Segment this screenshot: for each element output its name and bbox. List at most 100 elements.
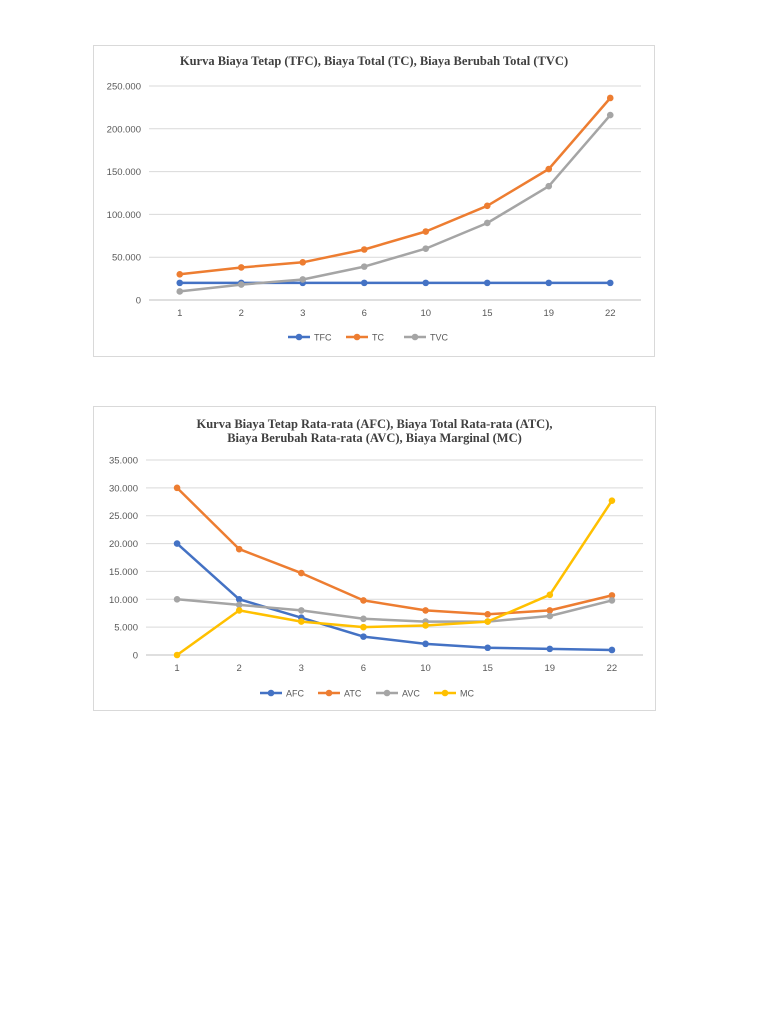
y-tick-label: 25.000 [109,511,138,522]
chart-plot-area: 0 5.000 10.000 15.000 20.000 25.000 30.000 35.0… [109,456,643,699]
legend-label: AVC [402,689,420,699]
data-point-tc [360,246,368,253]
data-point-tvc [360,263,368,270]
y-tick-label: 0 [133,651,138,662]
data-point-tfc [176,279,184,287]
chart-title-line: Kurva Biaya Tetap (TFC), Biaya Total (TC… [179,54,569,68]
data-point-tc [606,94,614,102]
x-tick-label: 6 [361,663,366,674]
legend-item-afc: AFC [260,689,305,699]
x-tick-label: 15 [482,663,493,674]
data-point-avc [235,601,243,609]
data-point-tc [237,264,245,271]
data-point-tvc [606,111,614,119]
y-tick-label: 35.000 [109,456,138,467]
y-tick-label: 100.000 [107,210,141,221]
data-point-afc [173,540,181,547]
data-point-atc [173,484,181,492]
legend-item-atc: ATC [318,689,362,699]
legend-marker [411,333,419,341]
data-point-atc [546,607,554,614]
data-point-atc [484,611,491,618]
legend-label: TC [372,333,384,343]
y-tick-label: 20.000 [109,539,138,550]
data-point-atc [298,569,305,577]
data-point-mc [360,623,367,631]
data-point-tc [299,259,307,266]
legend-label: MC [460,689,474,699]
data-point-avc [298,607,305,614]
y-tick-label: 50.000 [112,253,141,264]
series-line-afc [175,542,614,652]
chart-title-line-1: Kurva Biaya Tetap Rata-rata (AFC), Biaya… [196,417,553,431]
data-point-atc [422,607,429,614]
legend-marker [383,689,391,697]
data-point-mc [422,622,429,629]
data-point-tfc [483,279,491,287]
series-line-atc [175,486,614,616]
data-point-atc [235,545,243,553]
data-point-afc [360,633,367,640]
chart-title: Kurva Biaya Tetap Rata-rata (AFC), Biaya… [94,417,655,445]
data-point-tc [483,202,491,210]
data-point-afc [422,640,429,648]
series-line-tvc [178,113,612,293]
data-point-mc [298,618,305,625]
legend-item-tc: TC [346,333,384,343]
legend-item-tvc: TVC [404,333,449,343]
data-point-afc [235,595,243,603]
data-point-tfc [545,279,553,287]
data-point-mc [546,591,554,599]
x-tick-label: 2 [237,663,242,674]
data-point-tvc [483,219,491,227]
legend-marker [353,333,361,341]
y-tick-label: 200.000 [107,124,141,135]
x-tick-label: 15 [482,308,493,319]
legend-marker [267,689,275,697]
legend-marker [441,689,449,697]
data-point-mc [173,651,181,659]
data-point-tvc [299,276,307,283]
data-point-avc [608,597,616,604]
series-line-mc [175,499,614,657]
x-tick-label: 10 [420,308,431,319]
x-tick-label: 3 [299,663,304,674]
data-point-tfc [422,279,430,287]
y-tick-label: 10.000 [109,595,138,606]
chart-tfc-tc-tvc: Kurva Biaya Tetap (TFC), Biaya Total (TC… [93,45,655,357]
y-tick-label: 250.000 [107,82,141,93]
x-tick-label: 2 [239,308,244,319]
chart-afc-atc-avc-mc: Kurva Biaya Tetap Rata-rata (AFC), Biaya… [93,406,656,711]
legend-item-mc: MC [434,689,474,699]
data-point-afc [546,645,554,653]
legend-marker [325,689,333,697]
data-point-avc [546,612,554,620]
data-point-tvc [422,245,430,252]
chart-title: Kurva Biaya Tetap (TFC), Biaya Total (TC… [94,54,654,68]
data-point-mc [608,497,616,504]
data-point-tc [422,228,430,235]
legend-item-tfc: TFC [288,333,332,343]
series-line-tc [178,96,612,276]
x-tick-label: 10 [420,663,431,674]
x-tick-label: 19 [543,308,554,319]
data-point-afc [608,646,616,654]
x-tick-label: 6 [362,308,367,319]
data-point-afc [484,644,491,652]
data-point-tc [545,165,553,173]
series-line-avc [175,598,614,623]
x-tick-label: 3 [300,308,305,319]
chart-title-line-2: Biaya Berubah Rata-rata (AVC), Biaya Mar… [227,431,522,445]
data-point-tvc [176,288,184,295]
legend-label: TVC [430,333,449,343]
y-tick-label: 30.000 [109,483,138,494]
data-point-tfc [606,279,614,287]
data-point-avc [360,615,367,623]
data-point-mc [484,618,491,625]
x-tick-label: 22 [605,308,616,319]
data-point-tc [176,271,184,278]
data-point-avc [173,595,181,603]
data-point-mc [235,607,243,614]
y-tick-label: 0 [136,296,141,307]
data-point-tfc [360,279,368,287]
